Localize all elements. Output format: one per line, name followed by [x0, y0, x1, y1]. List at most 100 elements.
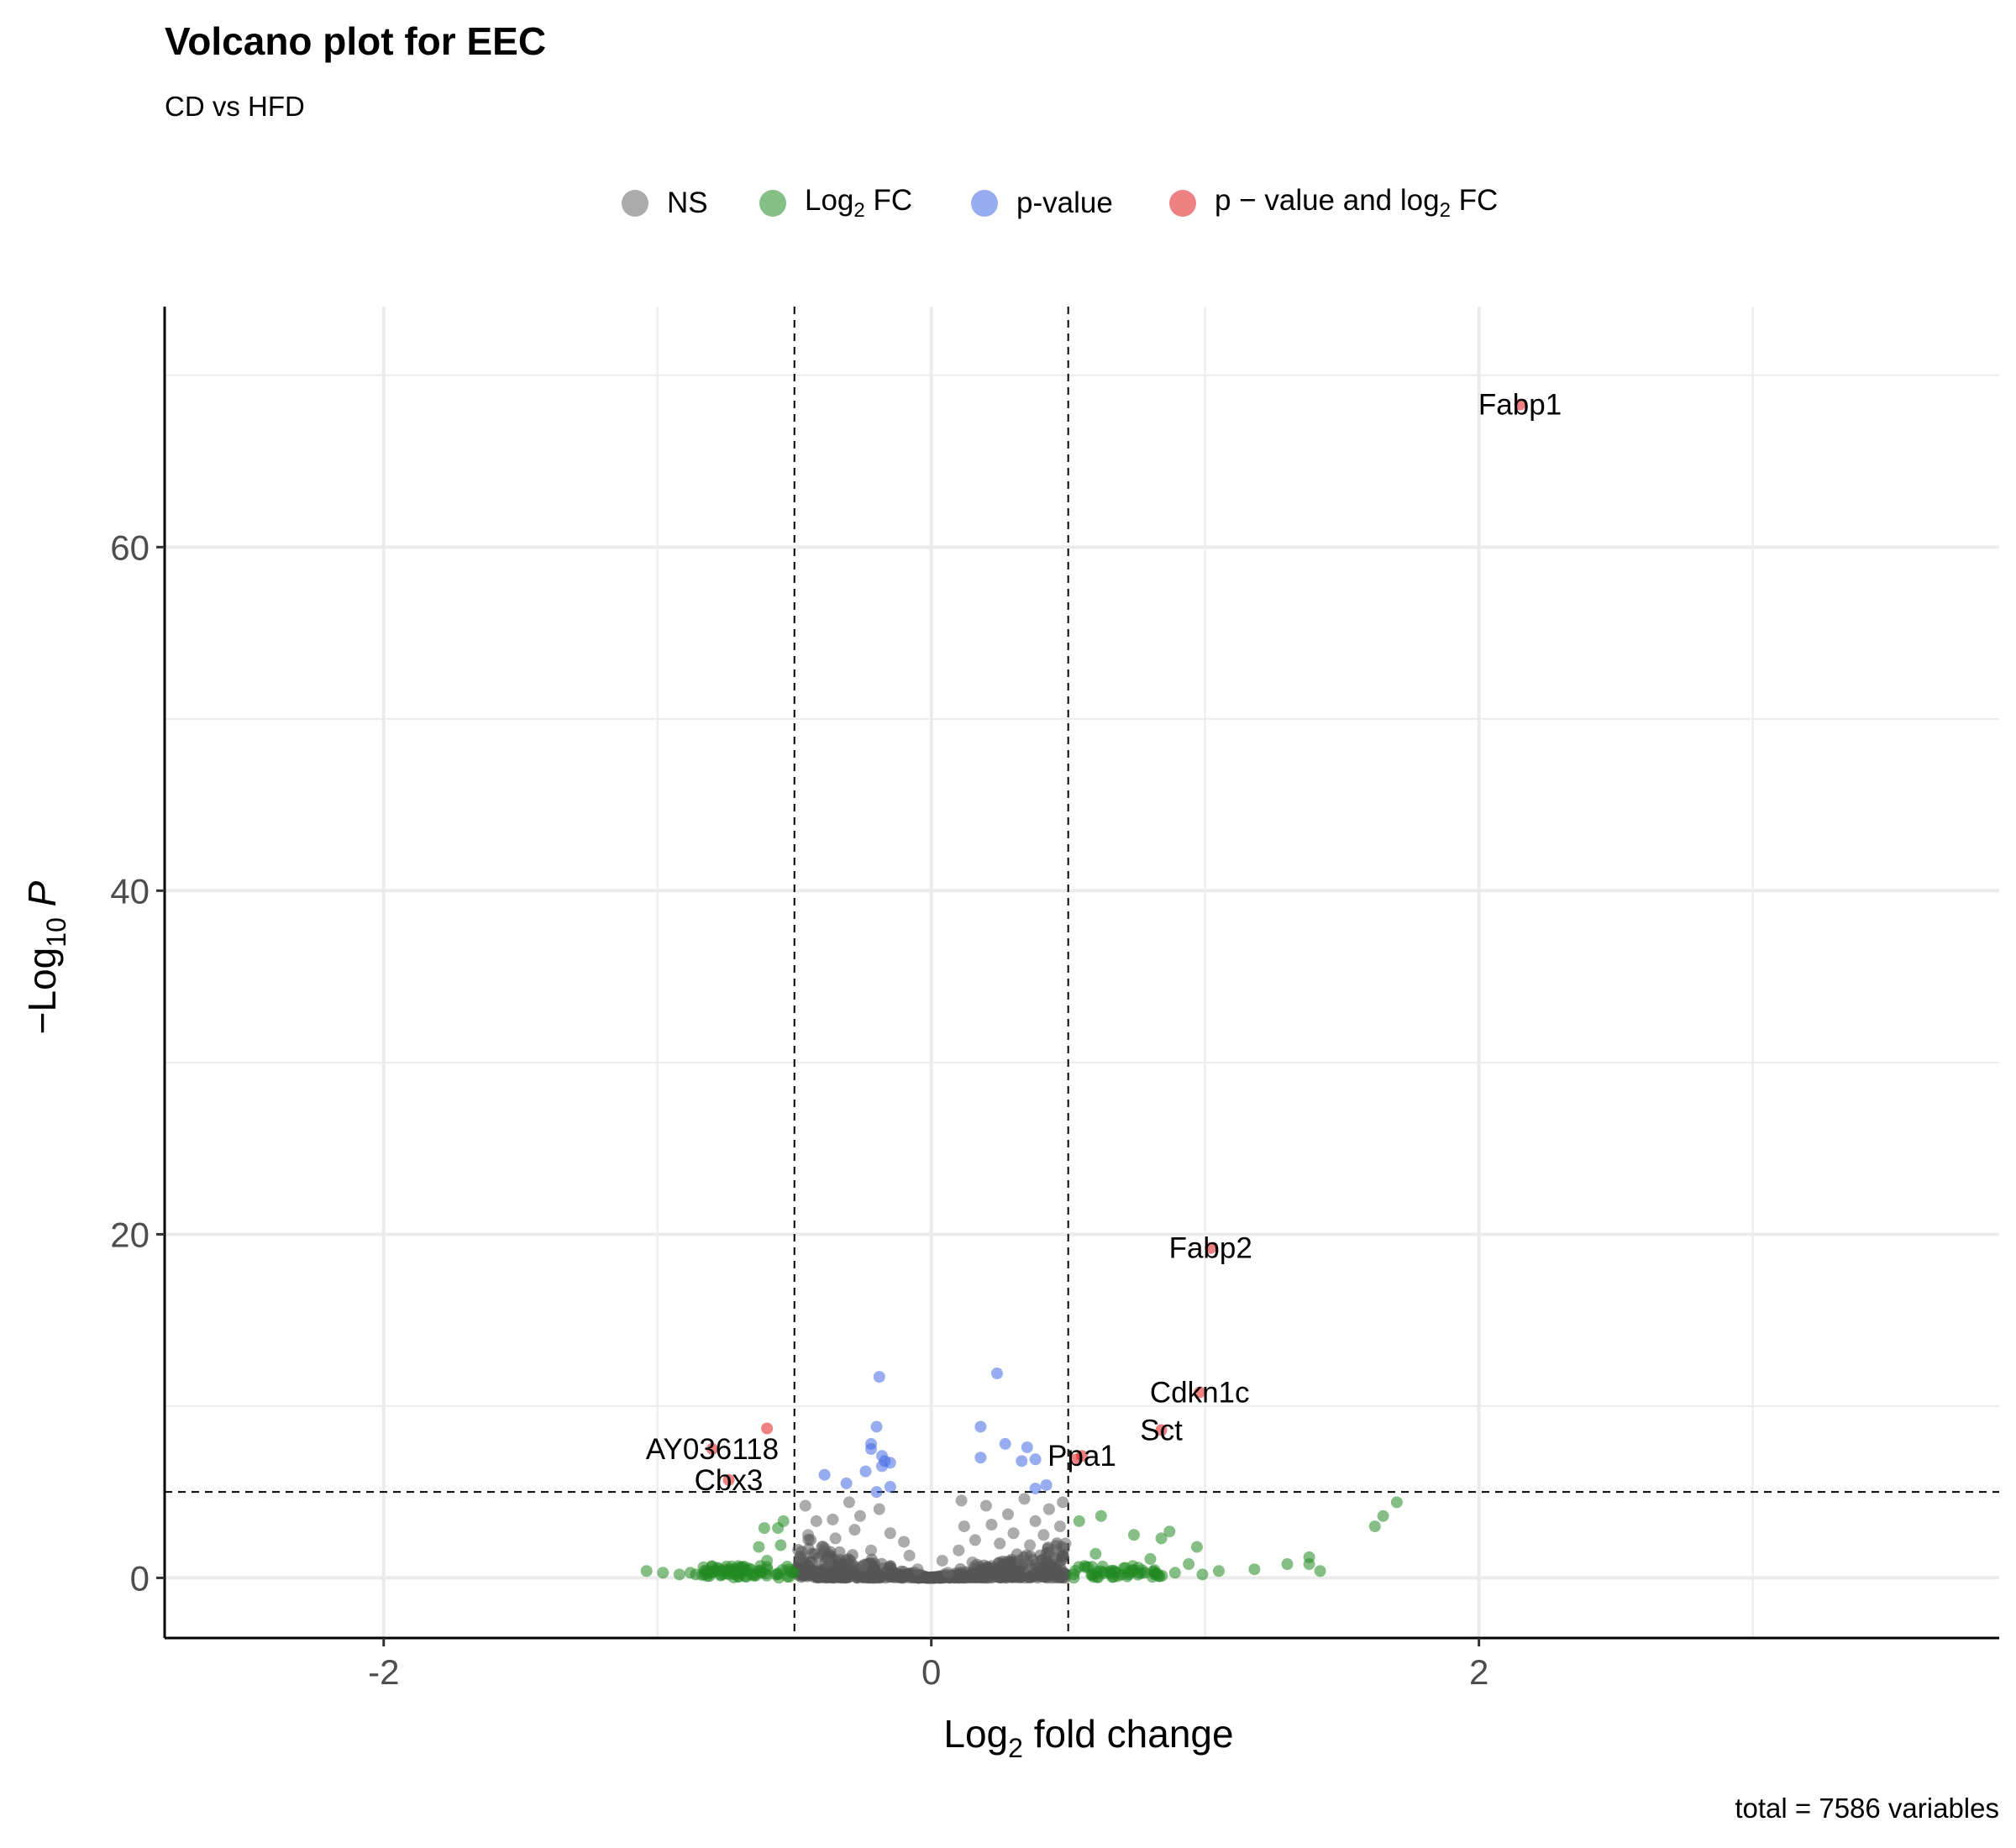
ns-point — [870, 1568, 883, 1581]
point-p-value-and-log2-fc — [1076, 1450, 1088, 1462]
point-p-value — [873, 1371, 885, 1383]
point-log2-fc — [755, 1567, 768, 1579]
ns-point — [829, 1567, 842, 1579]
point-log2-fc — [1190, 1541, 1203, 1553]
point-ns — [966, 1557, 979, 1569]
point-label-ppa1: Ppa1 — [1047, 1440, 1116, 1473]
point-ns — [865, 1544, 878, 1557]
point-log2-fc — [1089, 1547, 1102, 1560]
legend-key-pvalue — [971, 190, 998, 217]
fc-point — [1097, 1566, 1110, 1578]
point-p-value — [840, 1477, 853, 1489]
ns-point — [1026, 1554, 1039, 1567]
legend-label-ns: NS — [667, 186, 708, 219]
point-log2-fc — [1196, 1568, 1209, 1581]
point-log2-fc — [1122, 1568, 1135, 1581]
point-ns — [1018, 1493, 1031, 1505]
ns-point — [808, 1548, 821, 1561]
point-ns — [799, 1499, 811, 1512]
point-p-value — [884, 1457, 896, 1469]
x-axis-title: Log2 fold change — [943, 1712, 1233, 1763]
y-tick-label: 60 — [110, 528, 150, 567]
point-log2-fc — [739, 1565, 752, 1578]
legend-item-ns: NS — [622, 178, 708, 228]
point-log2-fc — [772, 1568, 785, 1581]
point-p-value-and-log2-fc — [1194, 1386, 1206, 1399]
legend-label-pvalue-and-log2fc: p − value and log2 FC — [1215, 184, 1499, 222]
point-log2-fc — [1095, 1509, 1107, 1522]
point-ns — [884, 1527, 896, 1540]
caption: total = 7586 variables — [1735, 1793, 1999, 1824]
point-p-value — [884, 1481, 896, 1494]
point-log2-fc — [1303, 1558, 1315, 1571]
legend-label-pvalue: p-value — [1016, 186, 1113, 219]
point-log2-fc — [774, 1539, 787, 1551]
point-label-cbx3: Cbx3 — [695, 1464, 764, 1497]
point-log2-fc — [1168, 1567, 1181, 1579]
point-p-value — [1029, 1453, 1042, 1466]
point-ns — [1059, 1537, 1072, 1550]
point-log2-fc — [1068, 1568, 1080, 1581]
legend-item-pvalue-and-log2fc: p − value and log2 FC — [1169, 178, 1498, 228]
point-ns — [857, 1560, 869, 1572]
cutoff-lines — [165, 307, 1999, 1638]
point-label-sct: Sct — [1140, 1415, 1183, 1447]
point-ns — [1024, 1539, 1037, 1551]
x-tick-label: 0 — [921, 1652, 941, 1692]
x-tick-label: 2 — [1469, 1652, 1488, 1692]
point-log2-fc — [1073, 1515, 1085, 1527]
point-log2-fc — [1248, 1563, 1261, 1576]
point-ns — [958, 1520, 970, 1533]
point-p-value — [876, 1450, 889, 1462]
y-tick-label: 40 — [110, 871, 150, 911]
y-tick-label: 20 — [110, 1215, 150, 1254]
legend-key-log2fc — [759, 190, 786, 217]
point-label-cdkn1c: Cdkn1c — [1150, 1377, 1250, 1410]
point-ns — [848, 1524, 861, 1536]
point-log2-fc — [1368, 1520, 1381, 1533]
point-log2-fc — [777, 1515, 790, 1527]
point-log2-fc — [684, 1567, 696, 1579]
point-p-value — [974, 1420, 987, 1433]
point-label-ay036118: AY036118 — [646, 1433, 779, 1466]
point-log2-fc — [783, 1563, 795, 1576]
point-p-value — [1016, 1455, 1028, 1467]
point-log2-fc — [657, 1567, 669, 1579]
point-ns — [1016, 1554, 1028, 1567]
point-p-value — [818, 1468, 831, 1481]
point-p-value-and-log2-fc — [761, 1422, 774, 1435]
point-ns — [1057, 1496, 1069, 1509]
point-log2-fc — [1183, 1558, 1195, 1571]
ns-point — [1036, 1553, 1048, 1566]
point-log2-fc — [728, 1563, 741, 1576]
point-log2-fc — [758, 1522, 770, 1535]
point-log2-fc — [1390, 1496, 1403, 1509]
ns-point — [1047, 1569, 1059, 1582]
ns-point — [1037, 1569, 1050, 1582]
point-ns — [1029, 1515, 1042, 1527]
point-ns — [985, 1519, 998, 1531]
point-ns — [1053, 1520, 1066, 1533]
point-log2-fc — [640, 1565, 653, 1578]
grid-lines — [165, 307, 1999, 1638]
point-p-value — [865, 1437, 878, 1450]
ns-point — [895, 1565, 908, 1578]
point-ns — [1048, 1544, 1061, 1557]
point-ns — [873, 1503, 885, 1515]
point-ns — [794, 1551, 806, 1563]
ns-point — [999, 1570, 1011, 1583]
point-p-value — [999, 1437, 1011, 1450]
point-p-value — [1029, 1483, 1042, 1495]
point-p-value-and-log2-fc — [722, 1473, 735, 1486]
ns-point — [809, 1565, 822, 1578]
point-p-value-and-log2-fc — [1205, 1242, 1217, 1254]
legend-label-log2fc: Log2 FC — [805, 184, 913, 222]
point-p-value — [1040, 1478, 1053, 1491]
point-ns — [898, 1536, 911, 1548]
point-ns — [853, 1509, 866, 1522]
y-axis-title: −Log10 P — [20, 880, 71, 1034]
point-ns — [843, 1496, 855, 1509]
ns-point — [1004, 1557, 1016, 1569]
point-ns — [816, 1541, 828, 1553]
